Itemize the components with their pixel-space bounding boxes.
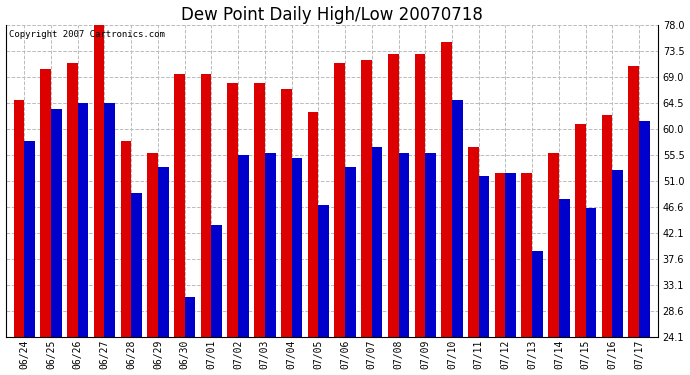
Bar	[639, 121, 650, 375]
Bar	[265, 153, 275, 375]
Bar	[94, 25, 104, 375]
Bar	[452, 100, 463, 375]
Bar	[185, 297, 195, 375]
Bar	[104, 103, 115, 375]
Bar	[238, 155, 249, 375]
Bar	[522, 173, 532, 375]
Text: Copyright 2007 Cartronics.com: Copyright 2007 Cartronics.com	[9, 30, 165, 39]
Bar	[586, 207, 596, 375]
Bar	[78, 103, 88, 375]
Bar	[292, 158, 302, 375]
Bar	[602, 115, 613, 375]
Bar	[131, 193, 142, 375]
Bar	[442, 42, 452, 375]
Bar	[174, 74, 185, 375]
Bar	[372, 147, 382, 375]
Bar	[308, 112, 318, 375]
Bar	[575, 124, 586, 375]
Bar	[415, 54, 425, 375]
Bar	[335, 63, 345, 375]
Bar	[318, 205, 329, 375]
Bar	[121, 141, 131, 375]
Bar	[495, 173, 506, 375]
Bar	[399, 153, 409, 375]
Bar	[361, 60, 372, 375]
Bar	[40, 69, 51, 375]
Bar	[345, 167, 356, 375]
Bar	[24, 141, 35, 375]
Bar	[629, 66, 639, 375]
Bar	[532, 251, 543, 375]
Bar	[549, 153, 559, 375]
Bar	[425, 153, 436, 375]
Bar	[468, 147, 479, 375]
Bar	[388, 54, 399, 375]
Bar	[559, 199, 570, 375]
Bar	[479, 176, 489, 375]
Bar	[211, 225, 222, 375]
Bar	[201, 74, 211, 375]
Bar	[613, 170, 623, 375]
Title: Dew Point Daily High/Low 20070718: Dew Point Daily High/Low 20070718	[181, 6, 482, 24]
Bar	[67, 63, 78, 375]
Bar	[14, 100, 24, 375]
Bar	[51, 109, 61, 375]
Bar	[281, 89, 292, 375]
Bar	[506, 173, 516, 375]
Bar	[254, 83, 265, 375]
Bar	[158, 167, 168, 375]
Bar	[147, 153, 158, 375]
Bar	[228, 83, 238, 375]
